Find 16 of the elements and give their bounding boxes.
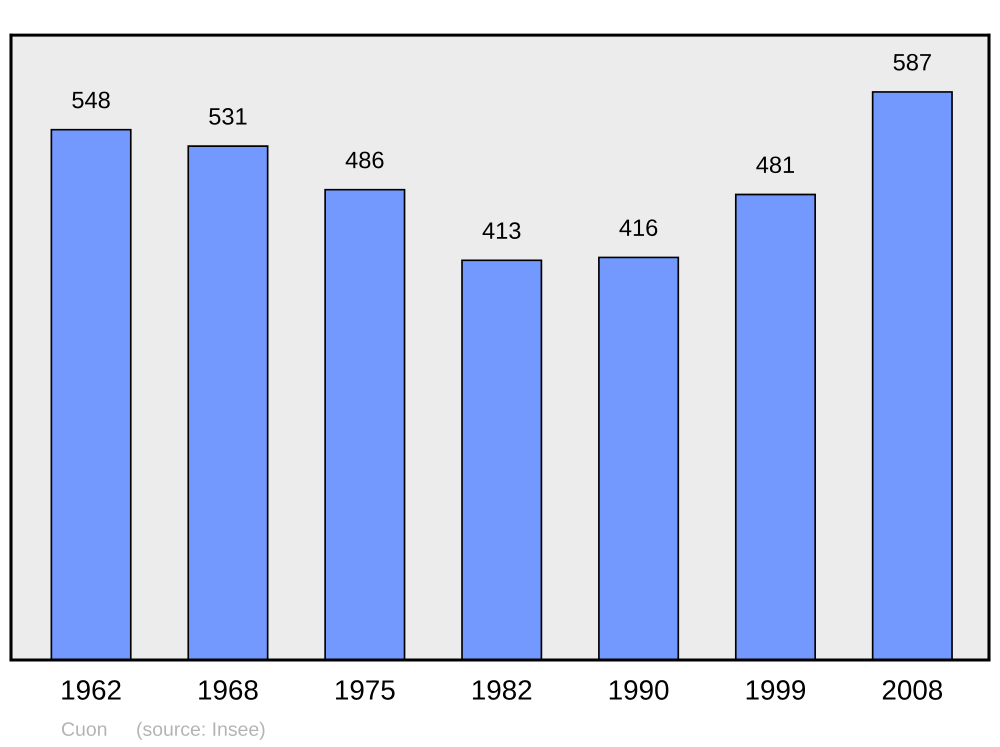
data-label: 587 bbox=[894, 54, 931, 71]
data-label: 481 bbox=[756, 156, 794, 174]
x-tick-label: 1990 bbox=[610, 680, 668, 700]
data-label: 416 bbox=[619, 219, 658, 236]
x-tick-label: 2008 bbox=[882, 680, 942, 700]
x-tick-label: 1968 bbox=[199, 680, 258, 700]
text: (source: Insee) bbox=[137, 722, 264, 740]
x-tick-label: 1975 bbox=[336, 680, 395, 700]
x-tick-label: 1962 bbox=[62, 680, 121, 700]
x-tick-label: 1982 bbox=[472, 680, 532, 700]
x-tick-label: 1999 bbox=[746, 680, 806, 700]
data-label: 486 bbox=[346, 152, 384, 168]
data-label: 413 bbox=[482, 222, 520, 239]
text: Cuon bbox=[62, 722, 106, 736]
data-label: 531 bbox=[209, 108, 246, 125]
data-label: 548 bbox=[72, 92, 110, 108]
